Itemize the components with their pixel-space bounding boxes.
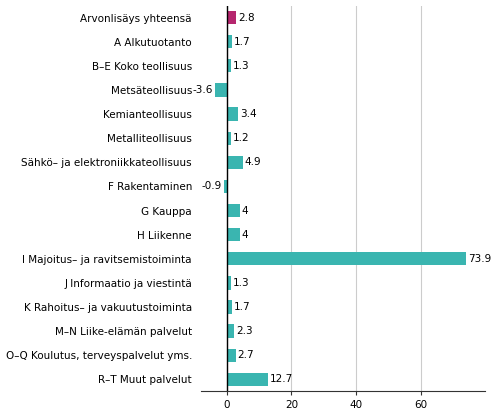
Text: -3.6: -3.6 <box>193 85 213 95</box>
Text: 1.3: 1.3 <box>233 61 249 71</box>
Bar <box>227 252 466 265</box>
Bar <box>227 373 268 386</box>
Text: 3.4: 3.4 <box>240 109 256 119</box>
Text: 12.7: 12.7 <box>270 374 293 384</box>
Bar <box>227 131 231 145</box>
Bar <box>227 59 231 72</box>
Text: 1.7: 1.7 <box>234 302 251 312</box>
Text: -0.9: -0.9 <box>202 181 222 191</box>
Bar <box>227 11 236 24</box>
Text: 2.7: 2.7 <box>238 350 254 360</box>
Bar <box>227 204 240 217</box>
Bar <box>227 300 232 314</box>
Text: 1.3: 1.3 <box>233 278 249 288</box>
Bar <box>227 35 232 48</box>
Text: 4: 4 <box>242 230 248 240</box>
Text: 1.7: 1.7 <box>234 37 251 47</box>
Text: 2.3: 2.3 <box>236 326 253 336</box>
Bar <box>215 83 227 97</box>
Bar <box>227 228 240 241</box>
Bar <box>227 276 231 290</box>
Bar <box>227 156 243 169</box>
Bar <box>227 324 234 338</box>
Bar <box>224 180 227 193</box>
Text: 1.2: 1.2 <box>233 133 249 143</box>
Text: 73.9: 73.9 <box>467 254 491 264</box>
Bar <box>227 107 238 121</box>
Text: 2.8: 2.8 <box>238 12 254 22</box>
Text: 4.9: 4.9 <box>245 157 261 167</box>
Bar <box>227 349 236 362</box>
Text: 4: 4 <box>242 206 248 215</box>
